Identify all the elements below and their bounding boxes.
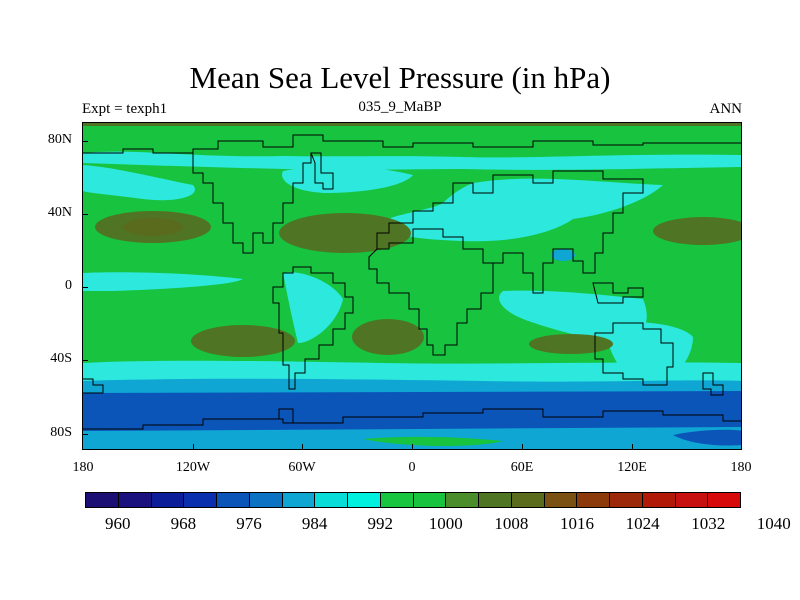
antarctic-deep-low-patch	[673, 429, 741, 446]
y-tick-label-80s: 80S	[50, 425, 72, 440]
colorbar-label-1016: 1016	[560, 514, 594, 533]
southern-low-band-2	[83, 378, 741, 395]
x-tick	[412, 444, 413, 450]
colorbar-swatch-17	[642, 493, 676, 507]
x-tick-label-120w: 120W	[175, 460, 211, 475]
colorbar-swatch-8	[348, 493, 381, 507]
south-america-low	[283, 272, 343, 343]
pressure-colorbar	[85, 492, 741, 508]
south-indian-high	[529, 334, 613, 354]
x-tick	[632, 444, 633, 450]
coastlines	[83, 134, 741, 430]
colorbar-swatch-18	[675, 493, 709, 507]
colorbar-swatch-3	[184, 493, 217, 507]
eurasia-outline	[376, 170, 644, 294]
colorbar-swatch-12	[479, 493, 512, 507]
colorbar-label-976: 976	[236, 514, 262, 533]
colorbar-label-1008: 1008	[494, 514, 529, 533]
colorbar-swatch-19	[708, 493, 740, 507]
y-tick-label-40n: 40N	[47, 205, 72, 220]
colorbar-swatch-16	[610, 493, 643, 507]
south-atlantic-high	[352, 319, 424, 355]
y-tick	[82, 214, 88, 215]
period-label: 035_9_MaBP	[358, 99, 442, 115]
pressure-field	[83, 123, 741, 449]
colorbar-swatch-4	[217, 493, 250, 507]
colorbar-label-1032: 1032	[691, 514, 726, 533]
north-atlantic-high	[279, 213, 411, 253]
colorbar-label-960: 960	[105, 514, 131, 533]
colorbar-swatch-6	[282, 493, 316, 507]
x-tick-label-180e: 180	[730, 460, 752, 475]
colorbar-swatch-15	[577, 493, 610, 507]
pressure-map	[82, 122, 742, 450]
africa-outline	[368, 228, 494, 356]
y-tick	[82, 360, 88, 361]
indonesia-outline	[592, 282, 644, 304]
antarctica-outline	[83, 408, 741, 430]
west-pacific-high	[653, 217, 741, 245]
x-tick-label-60w: 60W	[288, 460, 316, 475]
colorbar-swatch-9	[380, 493, 414, 507]
colorbar-swatch-5	[249, 493, 283, 507]
experiment-label: Expt = texph1	[82, 101, 168, 117]
north-pacific-high-core	[123, 218, 183, 236]
x-tick	[193, 444, 194, 450]
colorbar-swatch-0	[86, 493, 119, 507]
y-tick-label-40s: 40S	[50, 351, 72, 366]
north-america-outline	[83, 134, 741, 154]
new-zealand-outline	[702, 372, 724, 396]
x-tick	[302, 444, 303, 450]
asia-low	[387, 178, 663, 242]
north-pole-high-band	[83, 123, 741, 126]
colorbar-swatch-13	[511, 493, 545, 507]
colorbar-label-968: 968	[170, 514, 197, 533]
australia-outline	[594, 322, 674, 386]
southern-deep-low-band	[83, 391, 741, 437]
x-tick-label-180w: 180	[72, 460, 94, 475]
y-tick-label-equator: 0	[65, 278, 72, 293]
arctic-low-band	[83, 151, 741, 170]
y-tick-label-80n: 80N	[47, 132, 72, 147]
colorbar-label-1024: 1024	[625, 514, 660, 533]
colorbar-swatch-2	[151, 493, 185, 507]
x-tick-label-120e: 120E	[617, 460, 647, 475]
colorbar-label-1000: 1000	[428, 514, 463, 533]
y-tick	[82, 141, 88, 142]
x-tick-label-60e: 60E	[510, 460, 534, 475]
colorbar-swatch-11	[446, 493, 479, 507]
tropical-pacific-low	[83, 272, 243, 291]
greenland-outline	[310, 152, 334, 190]
season-label: ANN	[709, 101, 743, 117]
north-pacific-low	[83, 165, 195, 201]
colorbar-swatch-7	[315, 493, 348, 507]
x-tick-label-0: 0	[408, 460, 416, 475]
colorbar-swatch-14	[544, 493, 578, 507]
colorbar-swatch-10	[413, 493, 447, 507]
south-america-outline	[272, 266, 354, 390]
colorbar-label-984: 984	[301, 514, 328, 533]
antarctic-peninsula-outline	[278, 408, 294, 423]
north-america-west-coast	[192, 153, 312, 254]
colorbar-label-992: 992	[367, 514, 393, 533]
colorbar-label-1040: 1040	[756, 514, 791, 533]
y-tick	[82, 287, 88, 288]
asia-small-low	[551, 249, 575, 261]
colorbar-swatch-1	[118, 493, 152, 507]
west-edge-island-outline	[83, 378, 104, 394]
x-tick	[522, 444, 523, 450]
south-pacific-high	[191, 325, 295, 357]
y-tick	[82, 434, 88, 435]
antarctic-green-patch	[363, 436, 503, 446]
map-title: Mean Sea Level Pressure (in hPa)	[189, 60, 611, 95]
